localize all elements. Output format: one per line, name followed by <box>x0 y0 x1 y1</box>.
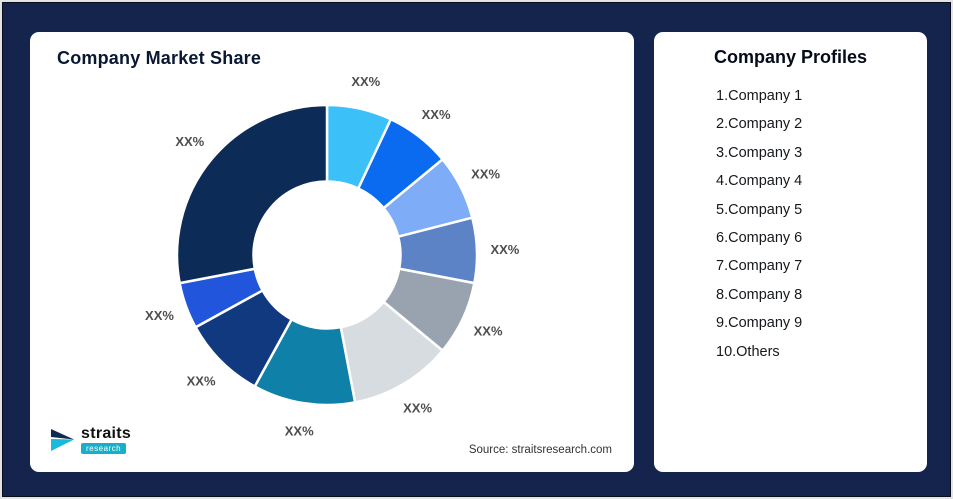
profile-item: 5.Company 5 <box>716 201 803 218</box>
profile-item: 1.Company 1 <box>716 88 803 104</box>
slice-label-5: XX% <box>474 323 503 338</box>
donut-chart: XX% XX% XX% XX% XX% XX% XX% XX% XX% XX% <box>127 55 527 455</box>
profile-item: 10.Others <box>716 343 780 360</box>
donut-slice-10 <box>175 103 329 285</box>
straits-logo-icon <box>51 429 74 451</box>
profile-item: 9.Company 9 <box>716 315 803 332</box>
slice-label-10: XX% <box>175 134 204 149</box>
donut-chart-svg: XX% XX% XX% XX% XX% XX% XX% XX% XX% XX% <box>145 74 520 438</box>
profile-item: 2.Company 2 <box>716 116 803 133</box>
chart-panel: Company Market Share XX% XX% XX% XX% XX% XX% X… <box>30 32 634 472</box>
source-note: Source: straitsresearch.com <box>468 444 612 456</box>
slice-label-8: XX% <box>187 373 216 388</box>
chart-title: Company Market Share <box>57 48 262 68</box>
slice-label-7: XX% <box>285 423 314 438</box>
slice-label-1: XX% <box>351 74 380 89</box>
slice-label-3: XX% <box>471 167 500 182</box>
profiles-panel: Company Profiles 1.Company 1 2.Company 2 3… <box>654 32 927 472</box>
slice-label-6: XX% <box>403 401 432 416</box>
slice-label-4: XX% <box>490 242 519 257</box>
profile-item: 3.Company 3 <box>716 144 803 161</box>
logo-subtitle: research <box>81 443 127 454</box>
profile-item: 7.Company 7 <box>716 258 803 275</box>
profile-item: 6.Company 6 <box>716 230 803 247</box>
logo-text: straits research <box>81 426 131 454</box>
profile-item: 8.Company 8 <box>716 286 803 303</box>
profile-item: 4.Company 4 <box>716 173 803 190</box>
slice-label-9: XX% <box>145 308 174 323</box>
straits-logo: straits research <box>50 426 131 454</box>
profiles-list: 1.Company 1 2.Company 2 3.Company 3 4.Compa… <box>716 82 917 366</box>
slice-label-2: XX% <box>422 107 451 122</box>
profiles-title: Company Profiles <box>713 47 868 67</box>
logo-name: straits <box>81 425 132 442</box>
